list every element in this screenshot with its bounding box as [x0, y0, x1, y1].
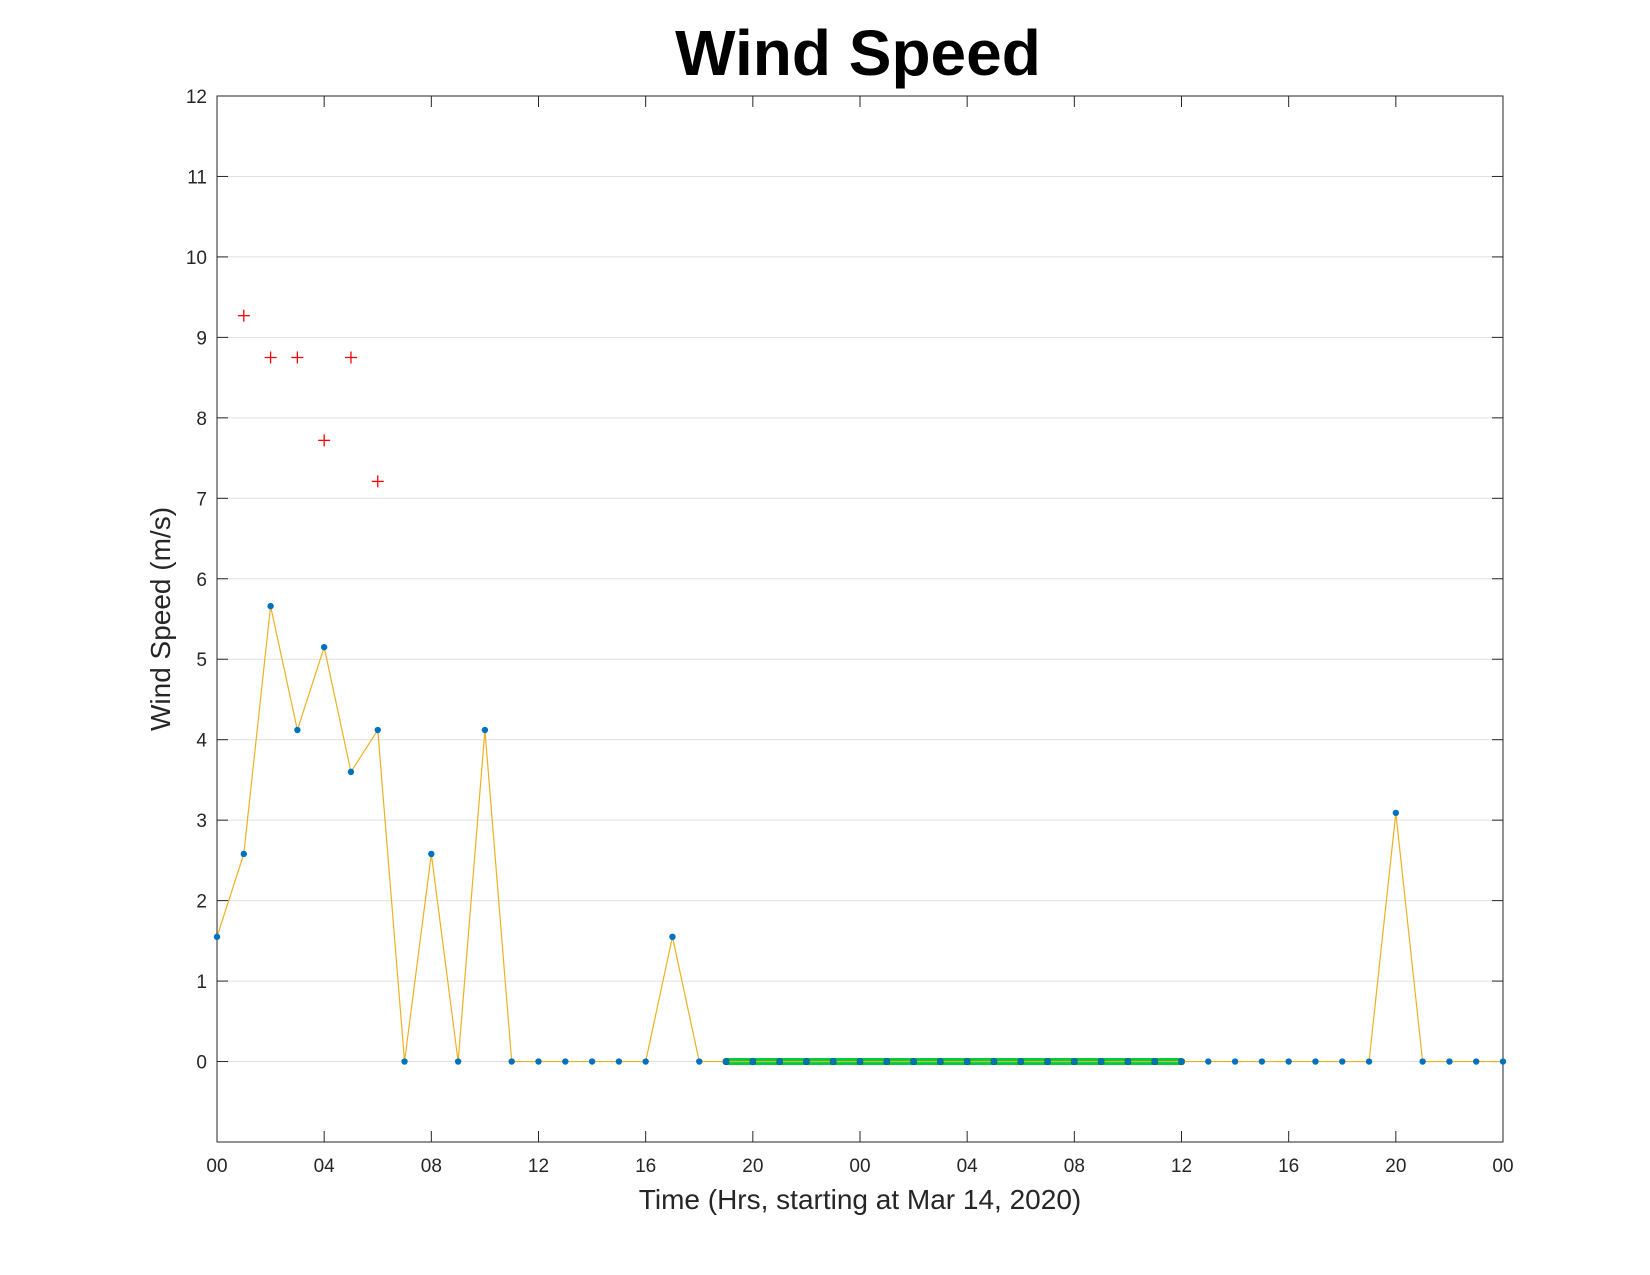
data-point: [1097, 1058, 1105, 1065]
data-point: [883, 1058, 890, 1065]
data-point: [1419, 1058, 1426, 1065]
y-tick-label: 0: [196, 1053, 207, 1074]
data-point: [803, 1058, 810, 1065]
data-point: [990, 1058, 998, 1065]
data-point: [535, 1058, 542, 1065]
data-point: [669, 933, 676, 941]
data-point: [1044, 1058, 1051, 1065]
data-point: [428, 850, 435, 858]
data-point: [294, 726, 301, 734]
gust-marker: [344, 351, 357, 364]
data-point: [374, 726, 381, 734]
data-point: [776, 1058, 783, 1065]
data-point: [240, 850, 247, 858]
data-point: [267, 602, 274, 610]
data-point: [1124, 1058, 1132, 1065]
data-point: [1499, 1058, 1507, 1065]
y-tick-label: 10: [186, 248, 207, 269]
data-point: [642, 1058, 649, 1065]
data-point: [1392, 809, 1400, 817]
data-point: [1205, 1058, 1212, 1065]
gust-marker: [291, 351, 304, 364]
data-point: [454, 1058, 462, 1065]
y-tick-label: 6: [196, 570, 207, 591]
data-point: [1446, 1058, 1453, 1065]
data-point: [1339, 1058, 1346, 1065]
y-tick-label: 4: [196, 731, 207, 752]
y-tick-label: 8: [196, 409, 207, 430]
x-tick-label: 04: [314, 1156, 336, 1177]
gust-markers: [237, 309, 384, 488]
gust-marker: [264, 351, 277, 364]
data-point: [1365, 1058, 1373, 1065]
data-point: [1312, 1058, 1319, 1065]
data-point: [1071, 1058, 1078, 1065]
y-tick-label: 11: [187, 167, 207, 188]
wind-speed-markers: [213, 602, 1507, 1065]
data-point: [1017, 1058, 1024, 1065]
data-point: [508, 1058, 515, 1065]
x-axis-label: Time (Hrs, starting at Mar 14, 2020): [639, 1184, 1081, 1215]
y-tick-label: 12: [186, 87, 207, 108]
data-point: [347, 768, 355, 776]
data-point: [1178, 1058, 1185, 1065]
x-tick-label: 00: [206, 1156, 227, 1177]
data-point: [749, 1058, 757, 1065]
data-point: [1473, 1058, 1480, 1065]
plot-frame: [216, 95, 1504, 1143]
data-point: [830, 1058, 837, 1065]
gust-marker: [318, 434, 331, 447]
data-point: [910, 1058, 917, 1065]
data-point: [722, 1058, 730, 1065]
data-point: [320, 643, 328, 651]
gust-marker: [237, 309, 250, 322]
data-point: [1285, 1058, 1292, 1065]
data-point: [615, 1058, 623, 1065]
x-tick-label: 08: [421, 1156, 442, 1177]
y-axis-label: Wind Speed (m/s): [145, 507, 176, 731]
data-point: [562, 1058, 569, 1065]
x-axis-tick-labels: 00 04 08 12 16 20 00 04 08 12 16 20 00: [206, 1156, 1513, 1177]
x-tick-label: 04: [957, 1156, 979, 1177]
data-point: [1231, 1058, 1239, 1065]
axis-ticks: [216, 95, 1504, 1142]
data-point: [401, 1058, 408, 1065]
x-tick-label: 20: [1385, 1156, 1406, 1177]
x-tick-label: 08: [1064, 1156, 1085, 1177]
data-point: [213, 933, 221, 941]
data-point: [1151, 1058, 1158, 1065]
y-tick-label: 7: [196, 489, 207, 510]
data-point: [963, 1058, 971, 1065]
data-point: [588, 1058, 596, 1065]
wind-speed-line: [216, 605, 1503, 1063]
x-tick-label: 16: [1278, 1156, 1299, 1177]
y-tick-label: 9: [196, 328, 207, 349]
x-tick-label: 20: [742, 1156, 763, 1177]
y-tick-label: 2: [196, 892, 207, 913]
data-point: [481, 726, 489, 734]
chart-title: Wind Speed: [675, 17, 1041, 89]
data-point: [937, 1058, 944, 1065]
x-tick-label: 12: [528, 1156, 549, 1177]
y-tick-label: 1: [196, 972, 207, 993]
x-tick-label: 00: [1492, 1156, 1513, 1177]
data-point: [1258, 1058, 1266, 1065]
data-point: [696, 1058, 703, 1065]
x-tick-label: 00: [849, 1156, 870, 1177]
data-point: [856, 1058, 864, 1065]
y-tick-label: 5: [196, 650, 207, 671]
x-tick-label: 12: [1171, 1156, 1192, 1177]
y-tick-label: 3: [196, 811, 207, 832]
gust-marker: [371, 475, 384, 488]
x-tick-label: 16: [635, 1156, 656, 1177]
grid-lines: [217, 95, 1503, 1063]
